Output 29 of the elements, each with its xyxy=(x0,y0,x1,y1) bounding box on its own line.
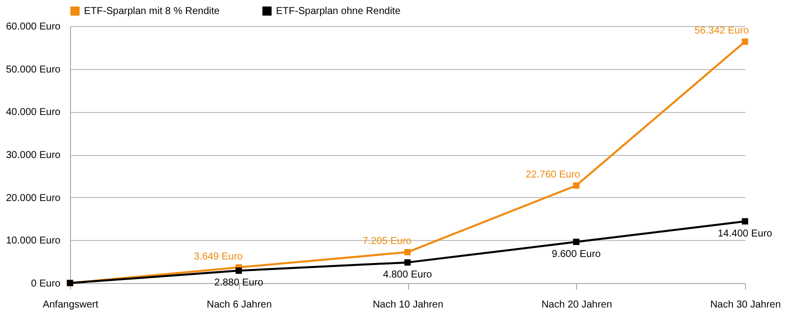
data-label: 22.760 Euro xyxy=(526,170,581,181)
point xyxy=(573,238,580,246)
y-tick-label: 0 Euro xyxy=(31,278,61,290)
legend-label: ETF-Sparplan ohne Rendite xyxy=(276,6,401,18)
data-label: 56.342 Euro xyxy=(694,26,750,37)
point xyxy=(742,218,748,224)
x-tick-label: Anfangswert xyxy=(42,300,99,310)
data-label: 4.800 Euro xyxy=(383,269,432,280)
y-tick-label: 20.000 Euro xyxy=(6,192,61,204)
x-tick-label: Nach 6 Jahren xyxy=(206,300,272,310)
data-label: 14.400 Euro xyxy=(718,228,773,240)
point xyxy=(404,259,411,266)
data-label: 9.600 Euro xyxy=(552,248,602,260)
y-tick-label: 40.000 Euro xyxy=(6,107,61,118)
x-tick-label: Nach 30 Jahren xyxy=(710,300,781,310)
data-label: 3.649 Euro xyxy=(194,251,244,262)
point xyxy=(236,268,242,274)
y-tick-label: 10.000 Euro xyxy=(6,236,61,247)
y-tick-label: 50.000 Euro xyxy=(6,64,61,76)
point xyxy=(573,182,580,189)
data-label: 7.205 Euro xyxy=(362,236,412,248)
data-label: 2.880 Euro xyxy=(214,278,264,289)
point xyxy=(404,248,411,256)
legend-label: ETF-Sparplan mit 8 % Rendite xyxy=(84,6,220,18)
x-tick-label: Nach 20 Jahren xyxy=(541,300,612,310)
y-tick-label: 30.000 Euro xyxy=(6,150,61,161)
y-tick-label: 60.000 Euro xyxy=(6,22,61,32)
x-tick-label: Nach 10 Jahren xyxy=(372,300,444,310)
point xyxy=(742,38,748,45)
